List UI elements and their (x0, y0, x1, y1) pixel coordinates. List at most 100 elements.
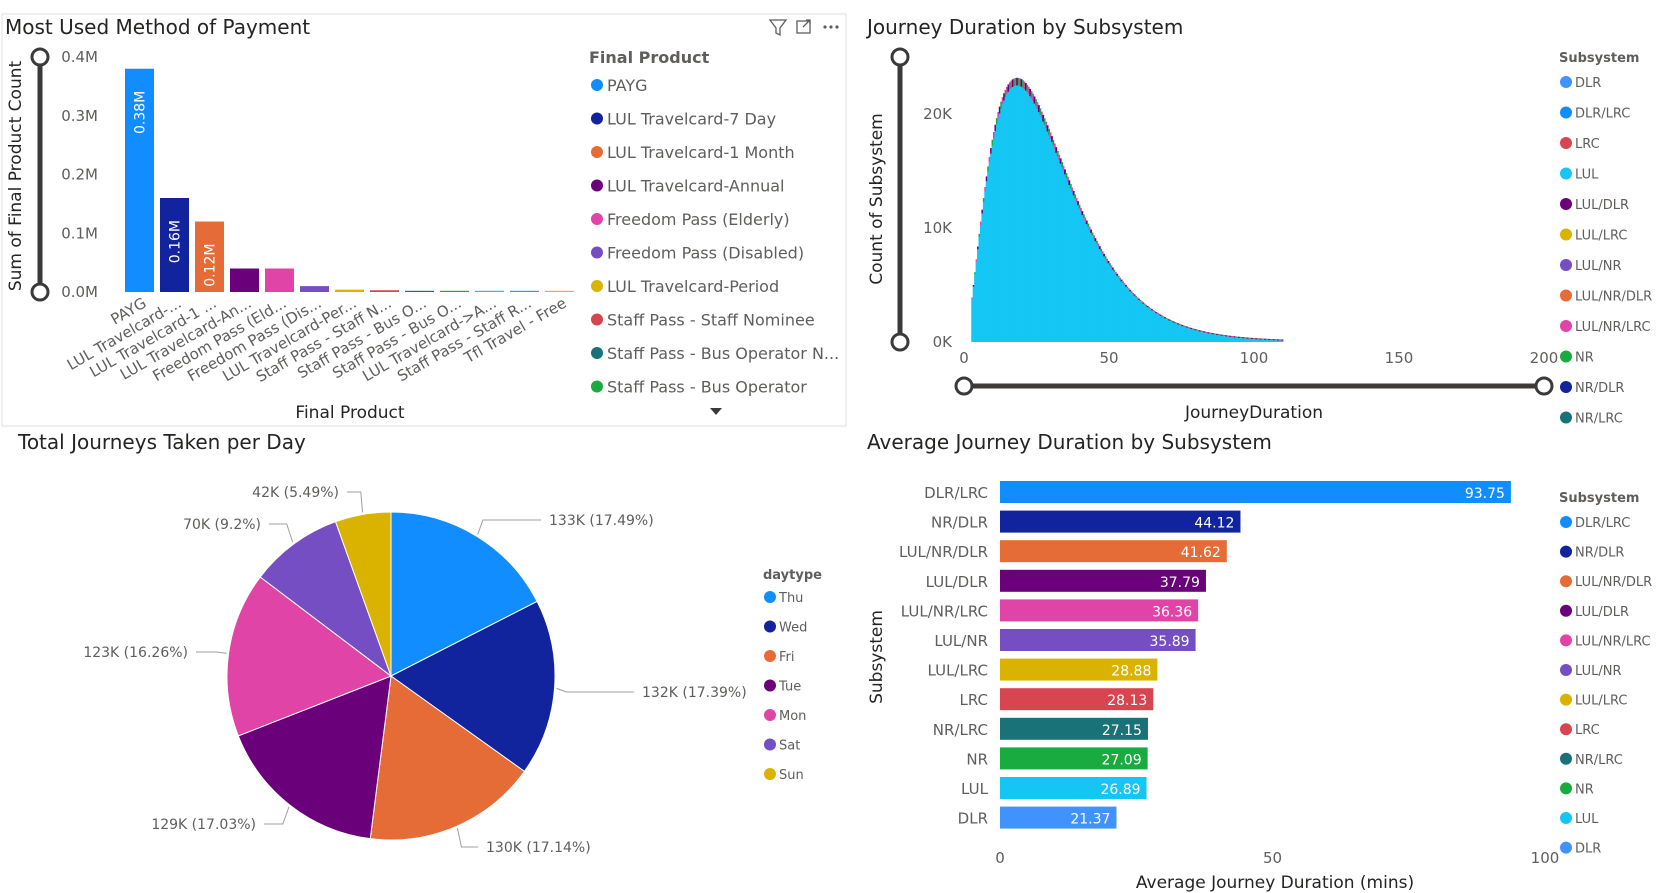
y-tick-label: LUL/LRC (927, 662, 988, 680)
y-tick-label: LUL (961, 780, 989, 798)
duration-x-slider[interactable] (954, 376, 1554, 396)
data-label: 28.88 (1111, 664, 1151, 680)
histogram-stack-segment (1209, 332, 1211, 334)
data-label: 123K (16.26%) (83, 645, 188, 661)
histogram-stack-segment (1223, 335, 1226, 337)
histogram-stack-segment (1072, 190, 1075, 196)
legend-scroll-down-icon[interactable] (710, 408, 722, 415)
histogram-bin (1120, 281, 1123, 342)
legend-label: LUL/NR/LRC (1575, 320, 1651, 335)
legend-marker (1560, 76, 1572, 88)
payment-y-slider[interactable] (30, 47, 50, 302)
histogram-bin (1269, 340, 1272, 342)
histogram-stack-segment (1274, 339, 1277, 341)
histogram-bin (1217, 335, 1220, 342)
histogram-bin (1059, 163, 1062, 342)
histogram-bin (1220, 335, 1223, 342)
slider-handle-top[interactable] (30, 47, 50, 67)
histogram-bin (975, 261, 978, 342)
data-label: 37.79 (1160, 575, 1200, 591)
legend-marker (1560, 381, 1572, 393)
histogram-bin (1048, 135, 1050, 342)
histogram-bin (1078, 208, 1081, 342)
histogram-stack-segment (1081, 211, 1084, 215)
bar (1000, 599, 1199, 622)
slider-handle-bottom[interactable] (30, 282, 50, 302)
histogram-stack-segment (1016, 77, 1019, 86)
histogram-bin (1242, 338, 1245, 342)
histogram-bin (1168, 320, 1171, 342)
filter-icon[interactable] (768, 19, 788, 37)
legend-label: DLR (1575, 76, 1601, 91)
legend-marker (764, 620, 776, 633)
histogram-bin (1011, 87, 1014, 342)
histogram-bin (1229, 336, 1232, 342)
slider-handle-left[interactable] (954, 376, 974, 396)
legend-marker (1560, 575, 1572, 588)
legend-label: LUL/NR/DLR (1575, 290, 1652, 305)
legend-marker (1560, 664, 1572, 676)
histogram-bin (1106, 261, 1108, 342)
histogram-stack-segment (1019, 78, 1021, 87)
histogram-bin (1068, 185, 1071, 342)
histogram-bin (1278, 340, 1281, 342)
slider-handle-right[interactable] (1534, 376, 1554, 396)
histogram-stack-segment (1082, 214, 1085, 219)
slider-handle-bottom[interactable] (890, 332, 910, 352)
data-label: 0.12M (203, 244, 219, 287)
histogram-bin (1093, 238, 1095, 342)
histogram-stack-segment (1184, 325, 1187, 328)
y-tick-label: NR/DLR (931, 514, 988, 532)
more-options-icon[interactable] (823, 25, 839, 29)
histogram-stack-segment (1032, 93, 1034, 101)
histogram-bin (991, 145, 994, 342)
histogram-bin (1072, 195, 1075, 342)
histogram-bin (1261, 339, 1264, 342)
histogram-bin (1113, 271, 1116, 342)
legend-label: LUL Travelcard-Period (607, 277, 779, 296)
legend-marker (1560, 228, 1572, 241)
histogram-stack-segment (1281, 339, 1284, 341)
histogram-stack-segment (977, 246, 979, 250)
histogram-bin (1042, 121, 1045, 342)
histogram-bin (1146, 307, 1149, 342)
histogram-stack-segment (1269, 338, 1272, 341)
histogram-bin (1061, 167, 1063, 342)
histogram-stack-segment (1103, 253, 1106, 257)
histogram-stack-segment (991, 139, 994, 146)
histogram-bin (1233, 337, 1236, 342)
bar (160, 198, 189, 292)
y-tick-label: NR (966, 750, 988, 768)
y-tick-label: 0.2M (61, 166, 98, 184)
y-tick-label: 0.1M (61, 224, 98, 242)
histogram-bin (1032, 100, 1034, 343)
y-tick-label: LUL/DLR (926, 573, 988, 591)
histogram-bin (1020, 86, 1023, 342)
histogram-stack-segment (1036, 102, 1039, 110)
histogram-bin (1136, 298, 1139, 342)
histogram-stack-segment (1265, 338, 1268, 340)
slider-handle-top[interactable] (890, 47, 910, 67)
histogram-bin (1243, 338, 1246, 342)
leader-line (556, 687, 634, 693)
histogram-stack-segment (988, 156, 991, 163)
histogram-bin (1155, 313, 1158, 342)
histogram-stack-segment (1239, 336, 1242, 339)
histogram-stack-segment (1201, 330, 1204, 333)
histogram-stack-segment (971, 297, 974, 299)
duration-y-slider[interactable] (890, 47, 910, 352)
data-label: 0.38M (133, 91, 149, 134)
histogram-stack-segment (1190, 327, 1193, 330)
histogram-bin (1014, 85, 1017, 342)
legend-label: Tue (778, 680, 801, 695)
legend-marker (764, 679, 776, 692)
histogram-stack-segment (1162, 316, 1165, 318)
histogram-bin (1219, 335, 1222, 342)
focus-mode-icon[interactable] (796, 19, 811, 34)
legend-label: LUL Travelcard-Annual (607, 177, 784, 196)
histogram-bin (1246, 338, 1249, 342)
histogram-bin (1043, 124, 1046, 342)
histogram-stack-segment (1210, 332, 1213, 335)
histogram-bin (971, 298, 974, 342)
